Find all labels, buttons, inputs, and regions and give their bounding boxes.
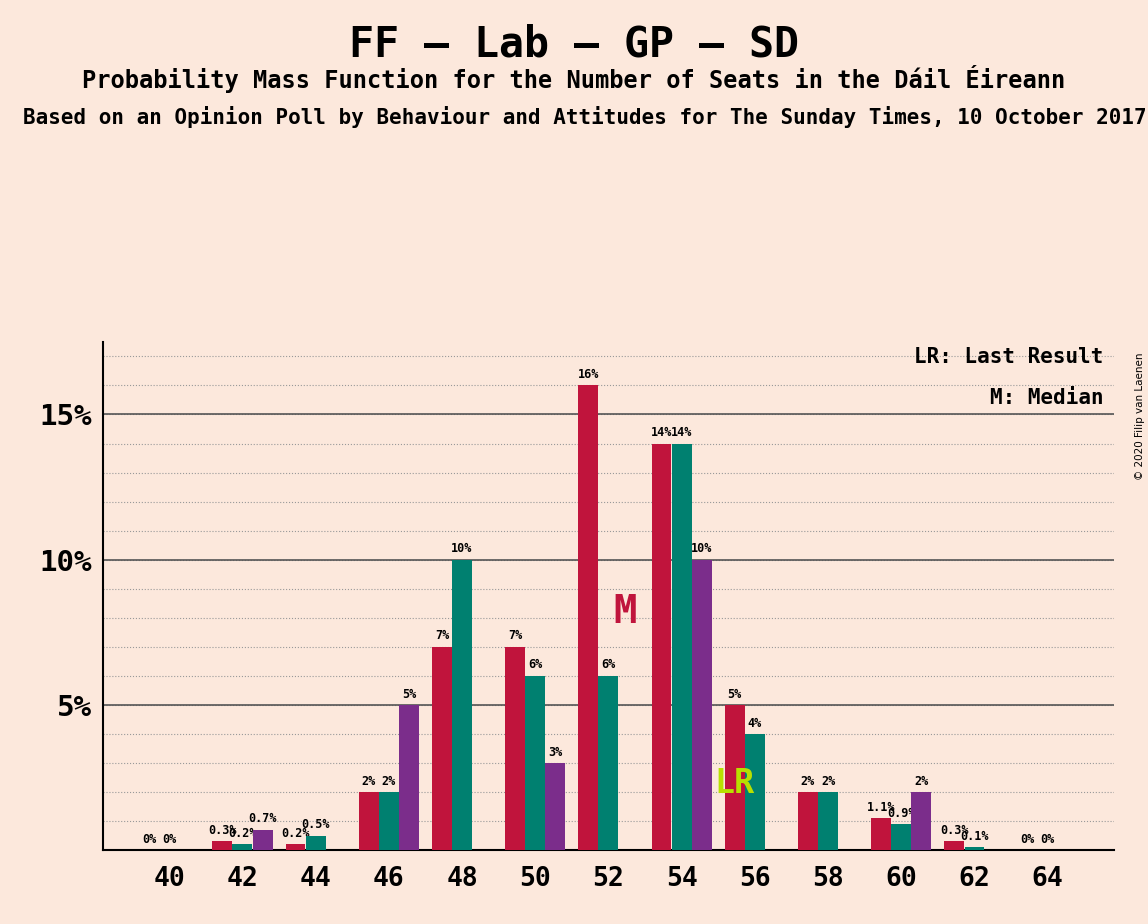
Bar <box>798 792 817 850</box>
Bar <box>505 647 525 850</box>
Bar <box>212 842 232 850</box>
Bar <box>379 792 398 850</box>
Text: M: Median: M: Median <box>990 388 1103 407</box>
Text: M: M <box>613 593 637 631</box>
Text: 10%: 10% <box>451 542 473 555</box>
Bar <box>745 734 765 850</box>
Text: 0.3%: 0.3% <box>208 824 236 837</box>
Text: 0%: 0% <box>1021 833 1034 845</box>
Text: LR: Last Result: LR: Last Result <box>914 346 1103 367</box>
Bar <box>305 835 326 850</box>
Bar <box>598 675 619 850</box>
Bar <box>286 845 305 850</box>
Bar <box>452 560 472 850</box>
Text: 2%: 2% <box>821 774 836 787</box>
Bar <box>253 830 272 850</box>
Text: 0.7%: 0.7% <box>248 812 277 825</box>
Text: 1.1%: 1.1% <box>867 801 895 814</box>
Text: 0.5%: 0.5% <box>302 819 329 832</box>
Bar <box>912 792 931 850</box>
Text: 2%: 2% <box>801 774 815 787</box>
Text: Probability Mass Function for the Number of Seats in the Dáil Éireann: Probability Mass Function for the Number… <box>83 65 1065 92</box>
Text: 0%: 0% <box>162 833 177 845</box>
Text: 5%: 5% <box>728 687 742 700</box>
Text: 0.1%: 0.1% <box>960 830 988 843</box>
Text: 6%: 6% <box>602 659 615 672</box>
Text: 14%: 14% <box>670 426 692 439</box>
Bar <box>692 560 712 850</box>
Bar <box>672 444 691 850</box>
Text: 0%: 0% <box>1040 833 1055 845</box>
Bar <box>964 847 985 850</box>
Bar <box>891 824 912 850</box>
Text: 0.3%: 0.3% <box>940 824 969 837</box>
Bar <box>358 792 379 850</box>
Text: 14%: 14% <box>651 426 673 439</box>
Text: 10%: 10% <box>691 542 713 555</box>
Text: 5%: 5% <box>402 687 416 700</box>
Text: 3%: 3% <box>549 746 563 759</box>
Text: FF – Lab – GP – SD: FF – Lab – GP – SD <box>349 23 799 65</box>
Bar <box>871 818 891 850</box>
Text: 2%: 2% <box>914 774 929 787</box>
Bar <box>945 842 964 850</box>
Text: 2%: 2% <box>381 774 396 787</box>
Text: 0.2%: 0.2% <box>281 827 310 840</box>
Bar <box>400 705 419 850</box>
Text: 0.2%: 0.2% <box>228 827 257 840</box>
Text: 6%: 6% <box>528 659 542 672</box>
Text: 7%: 7% <box>435 629 449 642</box>
Text: 0%: 0% <box>142 833 156 845</box>
Text: 2%: 2% <box>362 774 375 787</box>
Text: 7%: 7% <box>507 629 522 642</box>
Bar <box>526 675 545 850</box>
Text: LR: LR <box>714 767 755 800</box>
Text: 16%: 16% <box>577 368 599 381</box>
Text: © 2020 Filip van Laenen: © 2020 Filip van Laenen <box>1135 352 1145 480</box>
Bar <box>232 845 253 850</box>
Bar <box>724 705 745 850</box>
Bar <box>432 647 452 850</box>
Text: Based on an Opinion Poll by Behaviour and Attitudes for The Sunday Times, 10 Oct: Based on an Opinion Poll by Behaviour an… <box>23 106 1147 128</box>
Text: 0.9%: 0.9% <box>887 807 915 820</box>
Bar <box>652 444 672 850</box>
Text: 4%: 4% <box>747 717 762 730</box>
Bar <box>819 792 838 850</box>
Bar <box>545 763 565 850</box>
Bar <box>579 385 598 850</box>
